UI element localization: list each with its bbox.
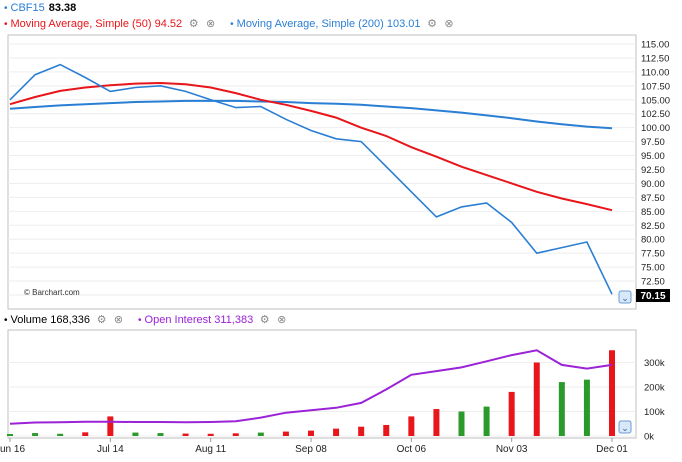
gear-icon[interactable]: ⚙ [188, 17, 199, 30]
volume-label[interactable]: Volume 168,336 [10, 314, 91, 326]
volume-bar [408, 416, 415, 436]
watermark: © Barchart.com [24, 288, 80, 297]
y-tick-label: 300k [644, 358, 665, 369]
x-tick-label: Sep 08 [295, 444, 327, 455]
x-tick-label: Nov 03 [496, 444, 528, 455]
y-tick-label: 100k [644, 407, 665, 418]
volume-bar [308, 430, 314, 436]
volume-bar [132, 432, 139, 436]
volume-bar [558, 382, 565, 436]
volume-bar [458, 411, 465, 436]
volume-bar [157, 433, 164, 436]
volume-bar [107, 416, 114, 436]
close-icon[interactable]: ⊗ [277, 313, 287, 326]
close-icon[interactable]: ⊗ [113, 313, 124, 326]
volume-bar [583, 379, 590, 436]
close-icon[interactable]: ⊗ [206, 17, 216, 30]
y-tick-label: 77.50 [641, 249, 665, 260]
open-interest-line [9, 349, 613, 425]
y-tick-label: 105.00 [641, 95, 670, 106]
volume-bullet: • [4, 314, 8, 326]
volume-bar [483, 406, 490, 436]
close-icon[interactable]: ⊗ [444, 17, 454, 30]
oi-bullet: • [138, 314, 142, 326]
x-tick-label: Jul 14 [97, 444, 124, 455]
y-tick-label: 82.50 [641, 221, 665, 232]
y-tick-label: 75.00 [641, 263, 665, 274]
y-tick-label: 85.00 [641, 207, 665, 218]
y-tick-label: 95.00 [641, 151, 665, 162]
ma50-line [9, 81, 613, 212]
price-line [9, 63, 613, 295]
ma200-line [9, 99, 613, 130]
volume-bar [7, 434, 13, 436]
y-tick-label: 97.50 [641, 137, 665, 148]
y-tick-label: 90.00 [641, 179, 665, 190]
symbol-header: • CBF15 83.38 [4, 2, 76, 14]
chevron-down-icon: ⌄ [621, 423, 629, 433]
x-tick-label: Dec 01 [596, 444, 628, 455]
price-tag: 70.15 [640, 291, 665, 302]
y-tick-label: 87.50 [641, 193, 665, 204]
y-tick-label: 107.50 [641, 81, 670, 92]
gear-icon[interactable]: ⚙ [259, 313, 270, 326]
study-legend: • Moving Average, Simple (50) 94.52 ⚙ ⊗ … [4, 18, 455, 30]
volume-bar [182, 433, 189, 436]
volume-bar [508, 391, 515, 436]
volume-bar [533, 362, 540, 436]
volume-bar [232, 433, 239, 436]
symbol-name[interactable]: CBF15 [10, 2, 45, 14]
y-tick-label: 115.00 [641, 40, 669, 51]
volume-bar [282, 431, 289, 436]
y-tick-label: 110.00 [641, 67, 669, 78]
x-tick-label: Aug 11 [195, 444, 226, 455]
volume-bar [57, 433, 64, 436]
scroll-button[interactable] [618, 290, 632, 304]
volume-bar [257, 432, 264, 436]
ma200-bullet: • [230, 18, 234, 30]
volume-legend: • Volume 168,336 ⚙ ⊗ • Open Interest 311… [4, 314, 287, 326]
scroll-button[interactable] [618, 420, 632, 434]
x-tick-label: Jun 16 [0, 444, 25, 455]
y-tick-label: 0k [644, 432, 654, 443]
volume-bar [383, 424, 390, 436]
volume-bar [358, 426, 365, 436]
chevron-down-icon: ⌄ [621, 293, 629, 303]
y-tick-label: 102.50 [641, 109, 670, 120]
volume-bar [82, 432, 89, 436]
y-tick-label: 112.50 [641, 53, 669, 64]
symbol-bullet: • [4, 2, 8, 14]
volume-bar [207, 433, 214, 436]
oi-label[interactable]: Open Interest 311,383 [144, 314, 254, 326]
ma50-label[interactable]: Moving Average, Simple (50) 94.52 [10, 18, 183, 30]
price-tag-box [636, 289, 670, 302]
symbol-price: 83.38 [48, 2, 77, 14]
ma200-label[interactable]: Moving Average, Simple (200) 103.01 [236, 18, 421, 30]
ma50-bullet: • [4, 18, 8, 30]
gear-icon[interactable]: ⚙ [96, 313, 107, 326]
volume-bar [32, 433, 39, 436]
volume-bar [609, 350, 615, 436]
gear-icon[interactable]: ⚙ [427, 17, 437, 30]
y-tick-label: 80.00 [641, 235, 665, 246]
y-tick-label: 92.50 [641, 165, 665, 176]
x-tick-label: Oct 06 [397, 444, 427, 455]
volume-bar [333, 428, 340, 436]
y-tick-label: 72.50 [641, 277, 665, 288]
y-tick-label: 200k [644, 383, 665, 394]
volume-bar [433, 409, 440, 436]
y-tick-label: 100.00 [641, 123, 670, 134]
price-panel [7, 34, 637, 310]
